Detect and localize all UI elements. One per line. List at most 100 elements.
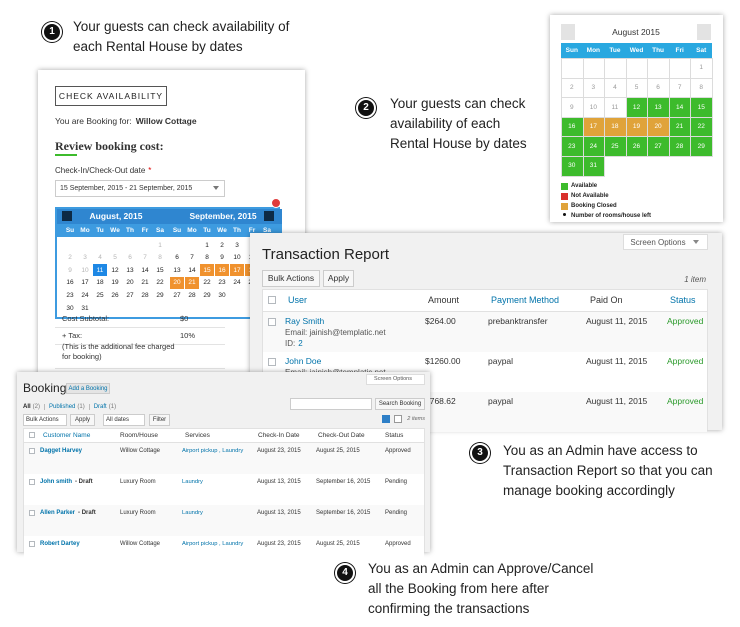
screen-options-label[interactable]: Screen Options: [374, 376, 412, 382]
filter-button-label[interactable]: Filter: [152, 417, 167, 423]
day-number[interactable]: 27: [126, 291, 134, 299]
services[interactable]: Airport pickup , Laundry: [182, 541, 244, 547]
excerpt-view-icon[interactable]: [394, 415, 402, 423]
day-number[interactable]: 11: [611, 103, 619, 111]
bulk-actions-label[interactable]: Bulk Actions: [26, 417, 59, 423]
screen-options-label[interactable]: Screen Options: [630, 237, 686, 247]
day-number[interactable]: 21: [188, 279, 196, 287]
filter-label[interactable]: Published: [49, 404, 76, 410]
checkbox[interactable]: [268, 296, 276, 304]
day-number[interactable]: 14: [188, 266, 196, 274]
user-name[interactable]: Ray Smith: [285, 315, 325, 326]
checkbox[interactable]: [29, 448, 35, 454]
day-number[interactable]: 21: [676, 123, 684, 131]
apply-label[interactable]: Apply: [74, 417, 91, 423]
screen-options-tab[interactable]: [623, 234, 708, 250]
bulk-actions-select[interactable]: [262, 270, 320, 287]
day-number[interactable]: 21: [141, 279, 149, 287]
add-booking-button[interactable]: [66, 383, 110, 394]
day-number[interactable]: 10: [233, 254, 241, 262]
column-header[interactable]: Customer Name: [43, 431, 91, 439]
day-number[interactable]: 9: [569, 103, 574, 111]
day-number[interactable]: 22: [156, 279, 164, 287]
day-number[interactable]: 18: [96, 279, 104, 287]
day-number[interactable]: 6: [128, 254, 132, 262]
search-button[interactable]: [375, 398, 425, 410]
day-number[interactable]: 6: [656, 83, 660, 91]
checkbox[interactable]: [268, 318, 276, 326]
day-number[interactable]: 13: [126, 266, 134, 274]
column-header[interactable]: Status: [670, 295, 696, 305]
day-number[interactable]: 5: [634, 83, 639, 91]
day-number[interactable]: 18: [611, 123, 619, 131]
id-link[interactable]: 2: [298, 338, 303, 348]
day-number[interactable]: 24: [81, 291, 89, 299]
user-name[interactable]: John Doe: [285, 355, 322, 366]
filter-item[interactable]: All (2): [23, 404, 46, 410]
day-number[interactable]: 26: [111, 291, 119, 299]
search-input[interactable]: [290, 398, 372, 410]
day-number[interactable]: 5: [113, 254, 117, 262]
filter-label[interactable]: All: [23, 404, 31, 410]
filter-button[interactable]: [149, 414, 170, 426]
add-booking-label[interactable]: Add a Booking: [68, 385, 108, 392]
services[interactable]: Laundry: [182, 479, 203, 485]
day-number[interactable]: 1: [158, 241, 162, 249]
checkbox[interactable]: [29, 432, 35, 438]
day-number[interactable]: 23: [66, 291, 74, 299]
day-number[interactable]: 16: [218, 266, 226, 274]
day-number[interactable]: 2: [569, 83, 574, 91]
day-number[interactable]: 14: [141, 266, 149, 274]
bulk-actions-label[interactable]: Bulk Actions: [267, 273, 315, 283]
day-number[interactable]: 31: [81, 304, 89, 312]
prev-month-button[interactable]: [561, 24, 575, 40]
day-number[interactable]: 20: [173, 279, 181, 287]
day-number[interactable]: 8: [158, 254, 162, 262]
day-number[interactable]: 19: [111, 279, 119, 287]
day-number[interactable]: 7: [143, 254, 147, 262]
day-number[interactable]: 1: [205, 241, 209, 249]
day-number[interactable]: 7: [677, 83, 682, 91]
day-number[interactable]: 3: [235, 241, 239, 249]
day-number[interactable]: 17: [81, 279, 89, 287]
day-number[interactable]: 20: [126, 279, 134, 287]
day-number[interactable]: 7: [190, 254, 194, 262]
column-header[interactable]: Payment Method: [491, 295, 560, 305]
check-availability-button[interactable]: [55, 86, 167, 106]
day-number[interactable]: 17: [233, 266, 241, 274]
checkbox[interactable]: [268, 358, 276, 366]
day-number[interactable]: 30: [568, 162, 576, 170]
day-number[interactable]: 19: [632, 123, 641, 131]
screen-options-tab[interactable]: [366, 374, 425, 385]
day-number[interactable]: 30: [66, 304, 74, 312]
bulk-actions-select[interactable]: [23, 414, 67, 426]
day-number[interactable]: 24: [589, 142, 597, 150]
dates-label[interactable]: All dates: [106, 417, 130, 423]
day-number[interactable]: 4: [613, 83, 617, 91]
day-number[interactable]: 20: [654, 123, 662, 131]
list-view-icon[interactable]: [382, 415, 390, 423]
day-number[interactable]: 10: [589, 103, 597, 111]
checkbox[interactable]: [29, 510, 35, 516]
day-number[interactable]: 29: [156, 291, 164, 299]
checkbox[interactable]: [29, 479, 35, 485]
day-number[interactable]: 3: [591, 83, 596, 91]
next-month-button[interactable]: [264, 211, 274, 221]
button-label[interactable]: CHECK AVAILABILITY: [58, 90, 164, 101]
day-number[interactable]: 9: [68, 266, 72, 274]
filter-item[interactable]: Published (1): [49, 404, 90, 410]
day-number[interactable]: 4: [98, 254, 102, 262]
day-number[interactable]: 28: [188, 291, 196, 299]
filter-label[interactable]: Draft: [93, 404, 107, 410]
day-number[interactable]: 2: [220, 241, 224, 249]
day-number[interactable]: 31: [589, 162, 597, 170]
checkbox[interactable]: [29, 541, 35, 547]
apply-button[interactable]: [323, 270, 354, 287]
day-number[interactable]: 12: [632, 103, 641, 111]
day-number[interactable]: 28: [141, 291, 149, 299]
next-month-button[interactable]: [697, 24, 711, 40]
customer-name[interactable]: Allen Parker: [40, 510, 76, 516]
search-button-label[interactable]: Search Booking: [378, 401, 422, 407]
close-button[interactable]: [271, 198, 281, 208]
day-number[interactable]: 23: [568, 142, 576, 150]
